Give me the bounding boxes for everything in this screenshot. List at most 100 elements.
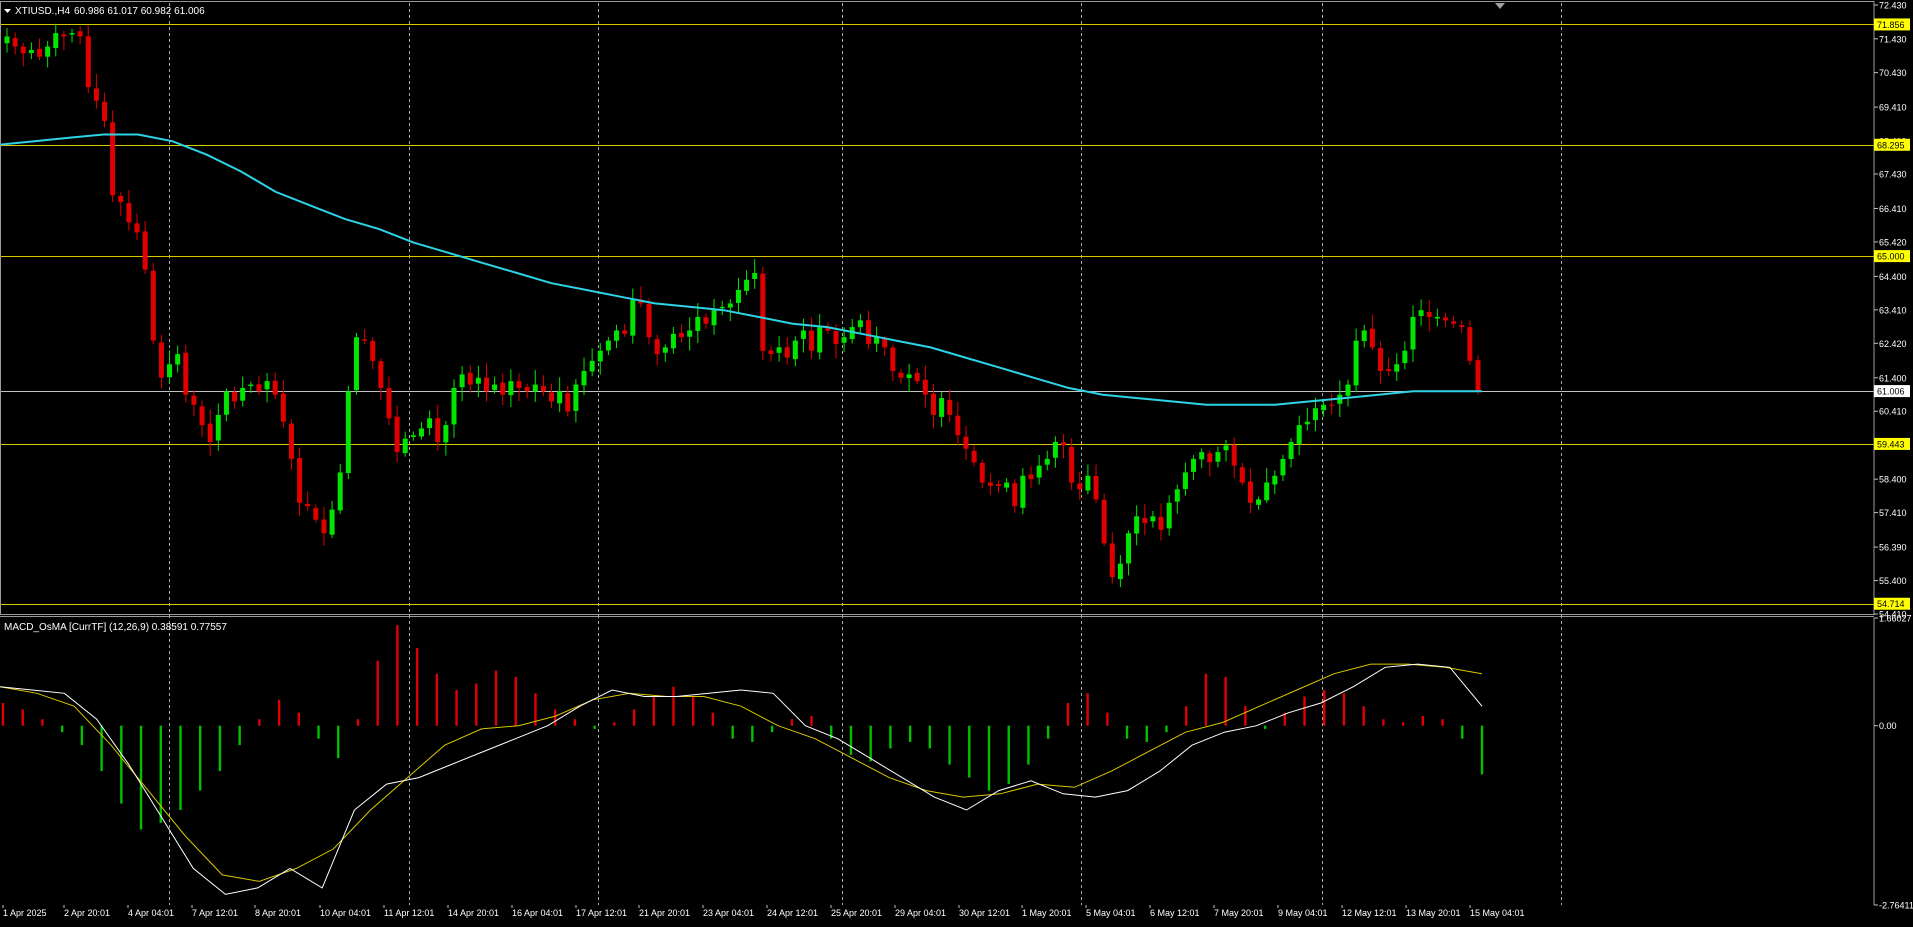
histogram-bar [1323, 690, 1326, 726]
histogram-bar [1066, 702, 1070, 726]
histogram-bar [810, 715, 813, 726]
candle-body [784, 347, 790, 358]
candle [540, 375, 546, 396]
x-tick-label: 10 Apr 04:01 [320, 908, 371, 918]
candle-body [1085, 475, 1091, 491]
histogram-bar [1, 702, 5, 726]
candle [1386, 357, 1392, 377]
candle [1044, 450, 1050, 471]
candle-body [1280, 458, 1286, 476]
histogram-bar [948, 725, 951, 765]
histogram-bar [573, 719, 577, 726]
histogram-bar [1106, 712, 1109, 726]
y-tick-label: 57.410 [1879, 508, 1907, 518]
histogram-bar [376, 660, 379, 726]
candle-body [4, 36, 10, 44]
candle-body [524, 387, 530, 392]
candle [963, 425, 969, 460]
candle [483, 363, 489, 402]
candle-body [922, 379, 928, 395]
candle [1150, 510, 1156, 528]
candle [597, 343, 603, 375]
candle [670, 327, 676, 354]
histogram-bar [1382, 719, 1385, 726]
ohlc-readout: 60.986 61.017 60.982 61.006 [74, 6, 205, 17]
candle [605, 336, 611, 356]
histogram-bar [60, 725, 64, 733]
candle-body [313, 508, 319, 520]
level-price-tag[interactable] [1874, 597, 1910, 610]
price-tag-text: 61.006 [1877, 387, 1905, 397]
candle [744, 270, 750, 296]
price-tag-text: 71.856 [1877, 20, 1905, 30]
x-tick-label: 21 Apr 20:01 [639, 908, 690, 918]
histogram-bar [317, 725, 320, 739]
level-price-tag[interactable] [1874, 437, 1910, 450]
candle-body [1369, 328, 1375, 348]
candle-body [297, 458, 303, 503]
level-price-tag[interactable] [1874, 18, 1910, 31]
candle-body [370, 340, 376, 361]
candle [735, 277, 741, 315]
candle-body [614, 330, 620, 341]
candle [53, 23, 59, 57]
candle-body [362, 339, 368, 341]
candle [646, 298, 652, 345]
histogram-bar [356, 719, 360, 726]
level-price-tag[interactable] [1874, 138, 1910, 151]
candle [1191, 455, 1197, 480]
macd-main-line [0, 663, 1483, 895]
candle-body [1012, 483, 1018, 507]
y-tick-label: 61.400 [1879, 373, 1907, 383]
candle-body [1426, 312, 1432, 317]
candle [1158, 503, 1164, 541]
candle [1369, 314, 1375, 351]
candle [890, 344, 896, 382]
price-tag-text: 68.295 [1877, 140, 1905, 150]
candle [939, 391, 945, 427]
candle [524, 383, 530, 399]
candle-body [549, 392, 555, 402]
candle-body [12, 38, 18, 47]
candle [77, 26, 83, 45]
candle [1402, 341, 1408, 370]
indicator-label: MACD_OsMA [CurrTF] (12,26,9) 0.38591 0.7… [4, 622, 227, 633]
candle [784, 337, 790, 365]
candle-body [963, 436, 969, 449]
histogram-bar [1461, 725, 1464, 739]
candle-body [581, 371, 587, 386]
candle [695, 303, 701, 344]
candle [614, 324, 620, 349]
candle [630, 288, 636, 344]
candle [1312, 397, 1318, 432]
histogram-bar [1421, 715, 1425, 726]
candle-body [1410, 316, 1416, 350]
histogram-bar [553, 709, 557, 726]
current-price-tag[interactable] [1874, 385, 1910, 398]
histogram-bar [849, 725, 853, 755]
candle-body [1442, 317, 1448, 321]
candle-body [459, 374, 465, 388]
histogram-bar [1263, 725, 1267, 729]
candle-body [817, 327, 823, 353]
symbol-menu-icon[interactable] [4, 9, 11, 13]
candle-body [768, 350, 774, 355]
candle [305, 491, 311, 511]
candle [4, 27, 10, 53]
candle [1077, 471, 1083, 501]
candle [288, 419, 294, 470]
candle [1296, 415, 1302, 455]
x-tick-label: 30 Apr 12:01 [959, 908, 1010, 918]
level-price-tag[interactable] [1874, 250, 1910, 263]
candle [475, 365, 481, 398]
chart-shift-marker-icon[interactable] [1495, 3, 1505, 9]
candle [1345, 379, 1351, 407]
candle [1012, 479, 1018, 513]
histogram-bar [1145, 725, 1148, 742]
candle [922, 365, 928, 408]
candle [191, 390, 197, 417]
candles [4, 23, 1481, 588]
candle-body [394, 416, 400, 453]
candle [28, 42, 34, 60]
